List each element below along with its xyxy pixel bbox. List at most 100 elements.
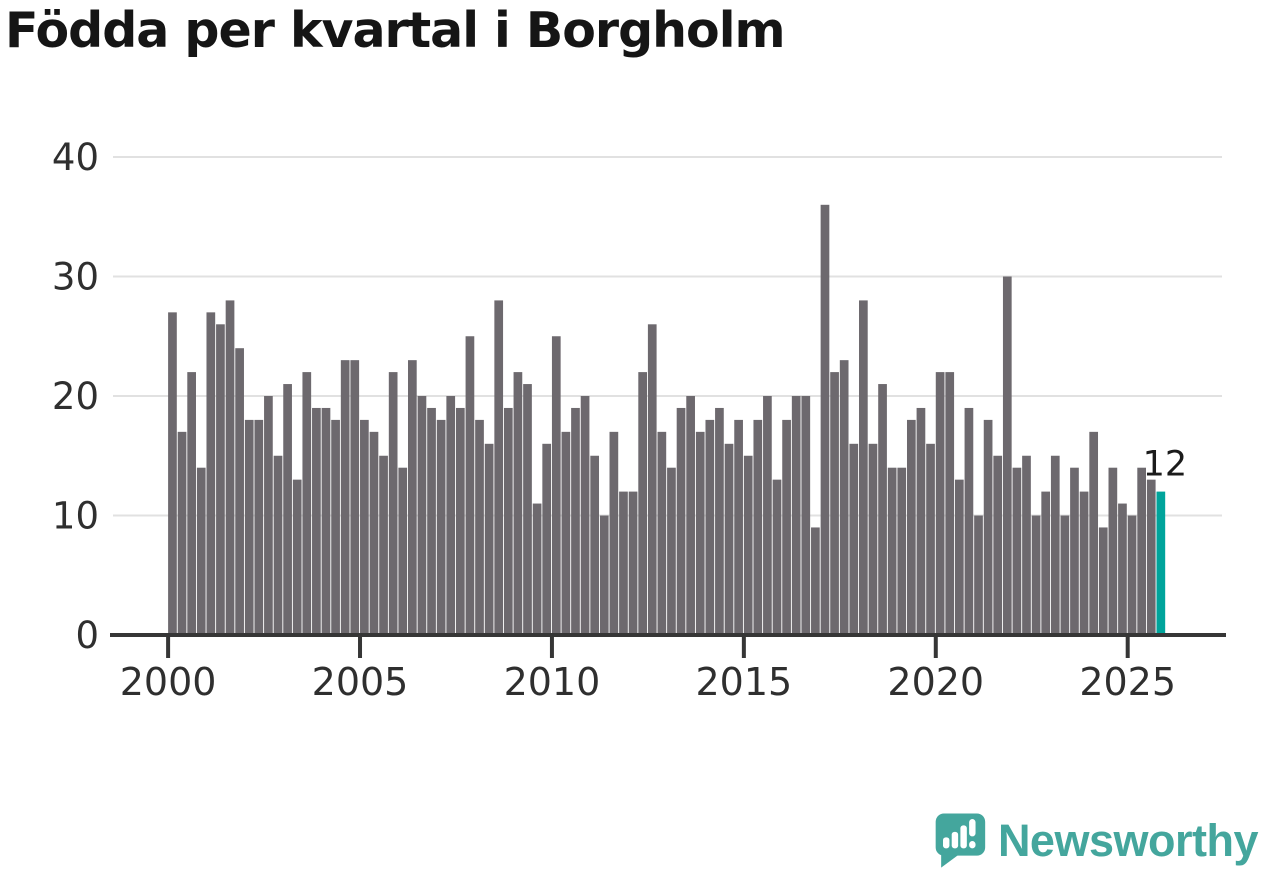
bar <box>916 407 926 635</box>
bar <box>235 348 244 635</box>
newsworthy-logo-text: Newsworthy <box>997 815 1259 866</box>
bar <box>455 407 465 635</box>
bar <box>974 515 983 635</box>
bar <box>503 407 513 635</box>
bar <box>216 324 225 635</box>
bar <box>571 407 580 635</box>
bar <box>763 396 772 635</box>
bar <box>705 419 715 635</box>
bar <box>1127 515 1137 635</box>
bar <box>1050 455 1060 635</box>
bar <box>532 503 542 635</box>
bar <box>849 443 859 635</box>
bar <box>878 384 887 635</box>
x-tick-label: 2010 <box>504 660 601 704</box>
bar <box>1079 491 1089 635</box>
y-tick-label: 0 <box>75 614 99 657</box>
newsworthy-logo-icon <box>935 813 986 868</box>
bar <box>772 479 782 635</box>
bar <box>676 407 686 635</box>
bar <box>494 300 504 635</box>
bar <box>321 407 331 635</box>
bar <box>312 407 321 635</box>
bar <box>638 372 647 635</box>
bar <box>983 419 993 635</box>
bar <box>331 419 340 635</box>
bar <box>436 419 446 635</box>
bar <box>1070 467 1079 635</box>
bar <box>590 455 600 635</box>
bar <box>1146 479 1156 635</box>
bar <box>935 372 945 635</box>
bar <box>254 419 264 635</box>
bar <box>734 419 743 635</box>
bar <box>619 491 628 635</box>
highlighted-bar <box>1156 491 1166 635</box>
bar <box>350 360 360 635</box>
bar <box>628 491 638 635</box>
bar <box>1118 503 1127 635</box>
bar <box>945 372 955 635</box>
y-tick-label: 40 <box>52 136 99 179</box>
bar <box>196 467 206 635</box>
bar <box>408 360 417 635</box>
bar <box>273 455 283 635</box>
bar <box>657 431 667 635</box>
bar <box>1031 515 1041 635</box>
bar <box>791 396 801 635</box>
bar <box>715 407 724 635</box>
bar <box>206 312 216 635</box>
bar <box>811 527 820 635</box>
bar <box>859 300 868 635</box>
bar <box>993 455 1003 635</box>
bar <box>446 396 456 635</box>
bar <box>897 467 907 635</box>
bar <box>283 384 292 635</box>
newsworthy-branding: Newsworthy <box>932 811 1259 871</box>
bar <box>1060 515 1070 635</box>
bar <box>830 372 839 635</box>
bar <box>398 467 408 635</box>
y-tick-label: 30 <box>52 256 99 299</box>
y-tick-label: 10 <box>52 495 99 538</box>
bar <box>686 396 695 635</box>
chart-title: Födda per kvartal i Borgholm <box>5 2 786 59</box>
bar <box>906 419 916 635</box>
bar <box>484 443 494 635</box>
bar <box>782 419 791 635</box>
value-annotation: 12 <box>1143 445 1188 485</box>
bar <box>369 431 379 635</box>
bar <box>868 443 878 635</box>
bar <box>820 204 830 636</box>
bar <box>599 515 609 635</box>
bar <box>427 407 436 635</box>
bar <box>177 431 187 635</box>
bar <box>1089 431 1099 635</box>
bar <box>887 467 897 635</box>
bar <box>523 384 532 635</box>
bar <box>244 419 254 635</box>
bar <box>1022 455 1031 635</box>
bar <box>1002 276 1012 635</box>
bar <box>695 431 705 635</box>
bar <box>743 455 753 635</box>
bar <box>954 479 964 635</box>
bar <box>1041 491 1051 635</box>
bar <box>724 443 734 635</box>
bar <box>187 372 196 635</box>
bar <box>667 467 676 635</box>
bar <box>1098 527 1108 635</box>
y-tick-label: 20 <box>52 375 99 418</box>
x-tick-label: 2000 <box>120 660 217 704</box>
bar <box>264 396 273 635</box>
bar <box>964 407 974 635</box>
bar <box>801 396 811 635</box>
bar <box>551 336 561 635</box>
x-tick-label: 2015 <box>696 660 793 704</box>
bar <box>168 312 177 635</box>
bar <box>753 419 763 635</box>
x-tick-label: 2020 <box>887 660 984 704</box>
bar <box>513 372 523 635</box>
bar <box>379 455 388 635</box>
